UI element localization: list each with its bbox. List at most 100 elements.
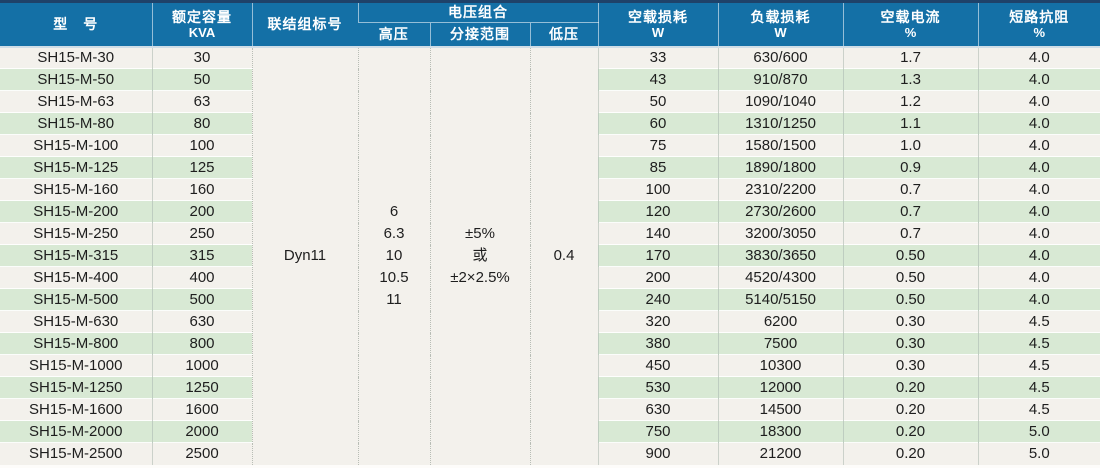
model-cell: SH15-M-1600 — [0, 398, 152, 421]
no-load-loss-cell: 530 — [597, 376, 719, 399]
load-loss-cell: 1090/1040 — [717, 90, 844, 113]
col-header-voltage-group: 电压组合 — [357, 1, 599, 23]
capacity-cell: 1000 — [151, 354, 252, 377]
model-cell: SH15-M-63 — [0, 90, 152, 113]
no-load-loss-cell: 200 — [597, 266, 719, 289]
col-header-model-label: 型 号 — [53, 15, 99, 32]
no-load-current-cell: 1.0 — [842, 134, 979, 157]
no-load-current-cell: 0.9 — [842, 156, 979, 179]
no-load-current-cell: 0.7 — [842, 200, 979, 223]
col-header-hv: 高压 — [358, 22, 430, 47]
impedance-cell: 4.5 — [977, 354, 1100, 377]
impedance-cell: 4.0 — [977, 200, 1100, 223]
col-header-load-loss-unit: W — [774, 24, 787, 40]
load-loss-cell: 1580/1500 — [717, 134, 844, 157]
tap-range-cell-line: ±5% — [465, 225, 495, 242]
model-cell: SH15-M-800 — [0, 332, 152, 355]
table-row: SH15-M-200 200 120 2730/2600 0.7 4.0 — [0, 200, 1100, 223]
capacity-cell: 2500 — [151, 442, 252, 465]
table-row: SH15-M-1600 1600 630 14500 0.20 4.5 — [0, 398, 1100, 421]
table-row: SH15-M-2500 2500 900 21200 0.20 5.0 — [0, 442, 1100, 465]
col-header-tap-range-label: 分接范围 — [450, 25, 510, 42]
no-load-loss-cell: 43 — [597, 68, 719, 91]
impedance-cell: 5.0 — [977, 420, 1100, 443]
spec-table-body: SH15-M-30 30 Dyn11 6 6.3 10 10.5 11 ±5% 或 ±2×2.5% 0… — [0, 46, 1100, 465]
impedance-cell: 4.0 — [977, 266, 1100, 289]
col-header-no-load-current-unit: % — [904, 24, 917, 40]
model-cell: SH15-M-1000 — [0, 354, 152, 377]
no-load-loss-cell: 450 — [597, 354, 719, 377]
no-load-loss-cell: 320 — [597, 310, 719, 333]
hv-values-cell-line: 6.3 — [383, 225, 405, 242]
tap-range-cell-line: 或 — [472, 247, 488, 264]
capacity-cell: 1600 — [151, 398, 252, 421]
col-header-lv: 低压 — [529, 22, 599, 47]
capacity-cell: 125 — [151, 156, 252, 179]
no-load-current-cell: 0.50 — [842, 244, 979, 267]
impedance-cell: 4.0 — [977, 222, 1100, 245]
no-load-current-cell: 0.20 — [842, 376, 979, 399]
load-loss-cell: 3200/3050 — [717, 222, 844, 245]
col-header-voltage-group-label: 电压组合 — [448, 4, 508, 20]
impedance-cell: 4.0 — [977, 288, 1100, 311]
no-load-loss-cell: 170 — [597, 244, 719, 267]
hv-values-cell-line: 10.5 — [379, 269, 409, 286]
no-load-current-cell: 1.3 — [842, 68, 979, 91]
no-load-current-cell: 0.20 — [842, 442, 979, 465]
no-load-loss-cell: 50 — [597, 90, 719, 113]
tap-range-cell: ±5% 或 ±2×2.5% — [429, 46, 530, 465]
col-header-capacity-unit: KVA — [188, 24, 216, 40]
load-loss-cell: 21200 — [717, 442, 844, 465]
no-load-loss-cell: 380 — [597, 332, 719, 355]
table-row: SH15-M-2000 2000 750 18300 0.20 5.0 — [0, 420, 1100, 443]
model-cell: SH15-M-500 — [0, 288, 152, 311]
load-loss-cell: 14500 — [717, 398, 844, 421]
load-loss-cell: 910/870 — [717, 68, 844, 91]
capacity-cell: 400 — [151, 266, 252, 289]
no-load-loss-cell: 630 — [597, 398, 719, 421]
capacity-cell: 80 — [151, 112, 252, 135]
model-cell: SH15-M-100 — [0, 134, 152, 157]
connection-group-cell: Dyn11 — [251, 46, 358, 465]
capacity-cell: 200 — [151, 200, 252, 223]
col-header-no-load-loss-unit: W — [651, 24, 665, 40]
table-row: SH15-M-125 125 85 1890/1800 0.9 4.0 — [0, 156, 1100, 179]
impedance-cell: 4.0 — [977, 244, 1100, 267]
no-load-current-cell: 0.50 — [842, 266, 979, 289]
no-load-current-cell: 0.7 — [842, 178, 979, 201]
load-loss-cell: 2730/2600 — [717, 200, 844, 223]
table-row: SH15-M-500 500 240 5140/5150 0.50 4.0 — [0, 288, 1100, 311]
no-load-loss-cell: 240 — [597, 288, 719, 311]
col-header-impedance: 短路抗阻 % — [977, 1, 1100, 47]
col-header-load-loss: 负载损耗 W — [717, 1, 844, 47]
impedance-cell: 4.5 — [977, 310, 1100, 333]
table-row: SH15-M-250 250 140 3200/3050 0.7 4.0 — [0, 222, 1100, 245]
no-load-loss-cell: 140 — [597, 222, 719, 245]
hv-values-cell-line: 11 — [386, 291, 402, 308]
col-header-model: 型 号 — [0, 1, 152, 47]
table-row: SH15-M-630 630 320 6200 0.30 4.5 — [0, 310, 1100, 333]
col-header-impedance-unit: % — [1033, 24, 1046, 40]
model-cell: SH15-M-50 — [0, 68, 152, 91]
no-load-current-cell: 1.7 — [842, 46, 979, 69]
impedance-cell: 4.0 — [977, 178, 1100, 201]
no-load-current-cell: 0.7 — [842, 222, 979, 245]
table-row: SH15-M-30 30 Dyn11 6 6.3 10 10.5 11 ±5% 或 ±2×2.5% 0… — [0, 46, 1100, 465]
capacity-cell: 250 — [151, 222, 252, 245]
hv-values-cell-line: 10 — [385, 247, 403, 264]
no-load-current-cell: 1.1 — [842, 112, 979, 135]
capacity-cell: 63 — [151, 90, 252, 113]
no-load-loss-cell: 120 — [597, 200, 719, 223]
col-header-no-load-loss: 空载损耗 W — [597, 1, 719, 47]
col-header-hv-label: 高压 — [378, 25, 409, 42]
model-cell: SH15-M-2500 — [0, 442, 152, 465]
table-row: SH15-M-800 800 380 7500 0.30 4.5 — [0, 332, 1100, 355]
impedance-cell: 4.0 — [977, 134, 1100, 157]
load-loss-cell: 630/600 — [717, 46, 844, 69]
table-row: SH15-M-1250 1250 530 12000 0.20 4.5 — [0, 376, 1100, 399]
load-loss-cell: 1310/1250 — [717, 112, 844, 135]
model-cell: SH15-M-400 — [0, 266, 152, 289]
col-header-no-load-current: 空载电流 % — [842, 1, 979, 47]
